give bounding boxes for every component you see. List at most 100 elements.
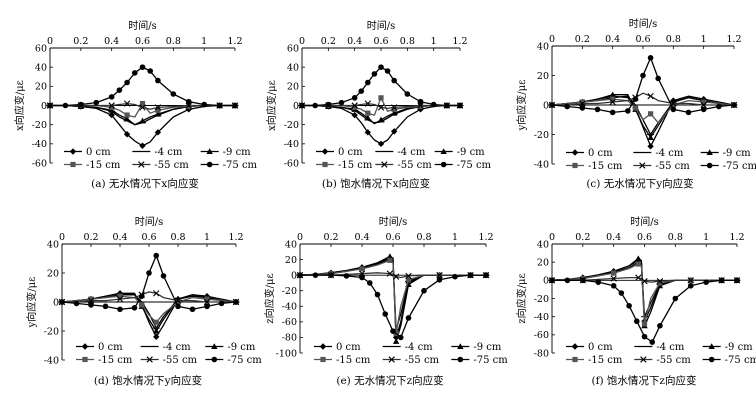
data-point <box>579 105 586 111</box>
data-point <box>387 257 393 263</box>
x-tick-label: 0.2 <box>321 36 336 47</box>
legend-label: -55 cm <box>163 355 198 366</box>
data-point <box>397 334 404 341</box>
y-tick-label: -40 <box>44 355 59 366</box>
data-point <box>233 299 239 305</box>
legend-marker <box>211 356 218 363</box>
x-tick-label: 0 <box>47 36 53 47</box>
legend: 0 cm -4 cm -9 cm -15 cm -55 cm -75 cm <box>76 342 262 366</box>
series-neg15cm <box>297 257 489 337</box>
x-tick-label: 0.6 <box>141 232 156 243</box>
data-point <box>155 77 161 84</box>
chart-panel-1: 0 0.2 0.4 0.6 0.8 1 1.2 60 40 20 0 -20 -40 -60 时间/s x向应… <box>13 19 258 190</box>
x-tick-label: 0.4 <box>347 36 362 47</box>
data-point <box>153 252 160 259</box>
legend-marker <box>440 148 447 154</box>
x-tick-label: 1.2 <box>478 232 493 243</box>
data-point <box>374 291 381 298</box>
legend-marker <box>639 162 646 169</box>
legend-marker <box>206 148 213 154</box>
data-point <box>102 303 109 310</box>
y-tick-label: -20 <box>284 120 299 131</box>
legend-marker <box>69 148 77 155</box>
y-tick-label: 20 <box>537 257 549 268</box>
x-tick-label: 0 <box>299 36 305 47</box>
y-axis-title: z向应变/με <box>515 273 528 323</box>
legend-label: 0 cm <box>588 148 613 159</box>
data-point <box>609 109 616 116</box>
legend-label: -4 cm <box>397 147 426 158</box>
data-point <box>364 114 372 121</box>
y-tick-label: 20 <box>35 82 47 93</box>
panel-caption: (b) 饱水情况下x向应变 <box>322 177 431 190</box>
legend-label: -75 cm <box>227 355 262 366</box>
y-axis-title: y向应变/με <box>515 80 528 132</box>
data-point <box>390 128 398 135</box>
data-point <box>124 79 130 86</box>
legend-marker <box>70 161 76 168</box>
x-tick-label: 0.2 <box>575 34 590 45</box>
data-point <box>139 142 146 149</box>
data-point <box>483 272 489 278</box>
data-point <box>359 274 365 281</box>
data-point <box>312 272 319 278</box>
data-point <box>635 255 642 262</box>
data-point <box>175 299 181 305</box>
legend-marker <box>708 343 715 349</box>
data-point <box>391 106 397 112</box>
data-point <box>635 261 641 267</box>
data-point <box>595 279 602 285</box>
legend-marker <box>138 161 145 168</box>
y-tick-label: 40 <box>285 239 297 250</box>
data-point <box>131 305 138 311</box>
data-point <box>359 266 365 272</box>
data-point <box>147 68 154 74</box>
panel-caption: (d) 饱水情况下y向应变 <box>94 374 203 387</box>
legend-label: 0 cm <box>336 342 361 353</box>
x-tick-label: 1.2 <box>228 232 243 243</box>
data-point <box>670 102 676 108</box>
y-tick-label: 20 <box>47 268 59 279</box>
data-point <box>139 64 146 70</box>
legend-label: -4 cm <box>655 148 684 159</box>
x-tick-label: 0.4 <box>354 232 369 243</box>
legend-marker <box>708 356 715 363</box>
y-tick-label: -20 <box>32 120 47 131</box>
legend-marker <box>320 356 326 363</box>
data-point <box>564 103 570 110</box>
legend-label: -4 cm <box>163 342 192 353</box>
data-point <box>123 115 131 122</box>
y-tick-label: -100 <box>276 348 297 359</box>
data-point <box>138 293 145 300</box>
data-point <box>610 275 617 282</box>
data-point <box>390 109 398 116</box>
data-point <box>633 318 640 325</box>
data-point <box>146 270 152 276</box>
data-point <box>430 101 437 108</box>
legend-label: -75 cm <box>457 160 492 171</box>
series-line <box>50 102 235 110</box>
data-point <box>687 282 694 289</box>
data-point <box>452 273 458 280</box>
x-tick-label: 0.8 <box>170 232 185 243</box>
series-line <box>552 92 734 106</box>
data-point <box>390 104 398 111</box>
x-tick-label: 0.4 <box>112 232 127 243</box>
data-point <box>358 88 365 94</box>
legend-label: 0 cm <box>338 147 363 158</box>
y-axis-title: z向应变/με <box>263 273 276 323</box>
data-point <box>656 278 664 285</box>
x-tick-label: 0 <box>297 232 303 243</box>
series-0cm <box>46 102 239 149</box>
legend-marker <box>572 162 578 169</box>
x-tick-label: 0.6 <box>385 232 400 243</box>
data-point <box>87 297 95 304</box>
x-tick-label: 0.2 <box>575 232 590 243</box>
data-point <box>641 278 648 285</box>
legend-marker <box>206 161 213 168</box>
x-tick-label: 0.6 <box>135 36 150 47</box>
legend-label: -4 cm <box>656 342 685 353</box>
data-point <box>640 72 646 79</box>
data-point <box>59 299 65 305</box>
